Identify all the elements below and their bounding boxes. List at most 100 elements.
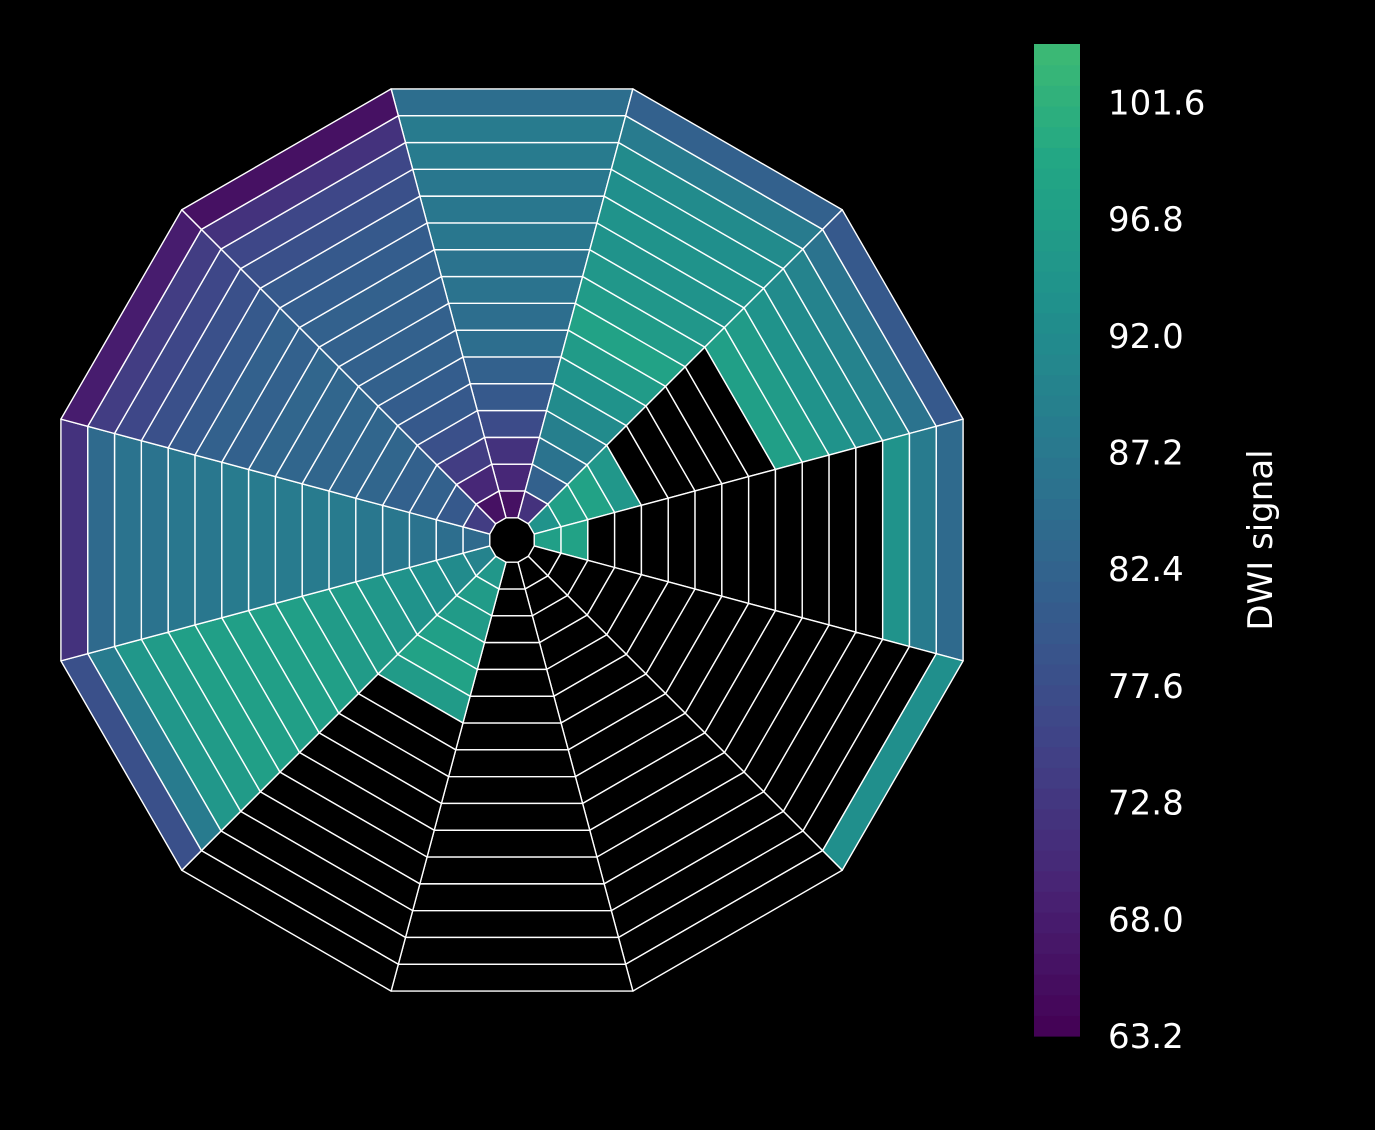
colorbar-tick-label: 77.6 — [1108, 667, 1184, 707]
colorbar-band — [1034, 126, 1080, 148]
colorbar-band — [1034, 250, 1080, 272]
colorbar-band — [1034, 974, 1080, 996]
colorbar-band — [1034, 416, 1080, 438]
colorbar-band — [1034, 374, 1080, 396]
colorbar-band — [1034, 932, 1080, 954]
segment-s7-r3 — [483, 615, 541, 644]
colorbar-band — [1034, 643, 1080, 665]
colorbar-tick-label: 63.2 — [1108, 1017, 1184, 1057]
colorbar-band — [1034, 912, 1080, 934]
colorbar-band — [1034, 333, 1080, 355]
segment-s4-r15 — [908, 425, 937, 655]
segment-s7-r14 — [404, 909, 620, 939]
segment-s7-r6 — [462, 695, 562, 724]
segment-s10-r6 — [328, 490, 357, 590]
colorbar-band — [1034, 602, 1080, 624]
segment-s1-r11 — [426, 222, 598, 251]
colorbar-tick-label: 82.4 — [1108, 550, 1184, 590]
colorbar-band — [1034, 44, 1080, 66]
segment-s4-r12 — [828, 447, 857, 633]
colorbar-tick-label: 87.2 — [1108, 434, 1184, 474]
colorbar-band — [1034, 519, 1080, 541]
segment-s12-r16 — [181, 88, 400, 231]
segment-s7-r8 — [447, 749, 577, 778]
colorbar-band — [1034, 664, 1080, 686]
colorbar-band — [1034, 891, 1080, 913]
colorbar-tick-label: 96.8 — [1108, 200, 1184, 240]
colorbar-ticks: 63.2 68.0 72.8 77.6 82.4 87.2 92.0 96.8 101.6 — [1108, 83, 1205, 1057]
colorbar-band — [1034, 188, 1080, 210]
segment-s10-r14 — [113, 432, 143, 648]
segment-s10-r3 — [408, 511, 437, 569]
colorbar-band — [1034, 498, 1080, 520]
segment-s4-r6 — [667, 490, 696, 590]
colorbar-label: DWI signal — [1241, 449, 1281, 630]
colorbar-band — [1034, 64, 1080, 86]
segment-s10-r9 — [247, 468, 277, 612]
colorbar-band — [1034, 540, 1080, 562]
segment-s7-r4 — [476, 641, 548, 671]
segment-s4-r11 — [801, 454, 830, 626]
colorbar-tick-label: 72.8 — [1108, 784, 1184, 824]
colorbar-band — [1034, 788, 1080, 810]
segment-s4-r8 — [721, 475, 750, 605]
colorbar-band — [1034, 870, 1080, 892]
colorbar-band — [1034, 767, 1080, 789]
segment-s10-r10 — [221, 461, 250, 619]
colorbar-tick-label: 92.0 — [1108, 317, 1184, 357]
segment-s7-r11 — [426, 829, 598, 858]
colorbar — [1034, 44, 1080, 1037]
segment-s1-r6 — [462, 356, 562, 385]
colorbar-band — [1034, 746, 1080, 768]
segment-s7-r9 — [440, 775, 584, 805]
segment-s4-r14 — [881, 432, 911, 648]
segment-s10-r5 — [355, 497, 384, 583]
segment-s1-r7 — [455, 329, 569, 358]
colorbar-band — [1034, 726, 1080, 748]
colorbar-band — [1034, 850, 1080, 872]
colorbar-band — [1034, 168, 1080, 190]
segment-s1-r15 — [397, 115, 627, 144]
segment-s4-r10 — [774, 461, 803, 619]
colorbar-band — [1034, 292, 1080, 314]
colorbar-band — [1034, 684, 1080, 706]
segment-s7-r12 — [419, 856, 605, 885]
colorbar-band — [1034, 354, 1080, 376]
colorbar-band — [1034, 953, 1080, 975]
colorbar-band — [1034, 147, 1080, 169]
colorbar-band — [1034, 581, 1080, 603]
segment-s10-r11 — [194, 454, 223, 626]
segment-s4-r13 — [855, 439, 884, 641]
colorbar-band — [1034, 560, 1080, 582]
segment-s7-r16 — [390, 963, 634, 992]
colorbar-band — [1034, 457, 1080, 479]
segment-s1-r12 — [419, 195, 605, 224]
segment-s4-r5 — [640, 497, 669, 583]
colorbar-band — [1034, 395, 1080, 417]
segment-s7-r7 — [455, 722, 569, 751]
colorbar-band — [1034, 209, 1080, 231]
segment-s7-r15 — [397, 936, 627, 965]
colorbar-band — [1034, 622, 1080, 644]
segment-s1-r16 — [390, 88, 634, 117]
colorbar-band — [1034, 230, 1080, 252]
segment-s1-r10 — [433, 249, 591, 278]
colorbar-band — [1034, 994, 1080, 1016]
segment-s1-r4 — [476, 409, 548, 439]
colorbar-band — [1034, 436, 1080, 458]
segment-s7-r13 — [411, 883, 613, 912]
colorbar-band — [1034, 478, 1080, 500]
segment-s10-r16 — [60, 418, 89, 662]
colorbar-tick-label: 101.6 — [1108, 83, 1205, 123]
segment-s1-r9 — [440, 275, 584, 305]
colorbar-band — [1034, 312, 1080, 334]
segment-s10-r12 — [167, 447, 196, 633]
colorbar-band — [1034, 808, 1080, 830]
colorbar-tick-label: 68.0 — [1108, 900, 1184, 940]
segment-s10-r4 — [381, 504, 411, 576]
segment-s4-r3 — [587, 511, 616, 569]
colorbar-band — [1034, 106, 1080, 128]
colorbar-band — [1034, 705, 1080, 727]
segment-s1-r8 — [447, 302, 577, 331]
